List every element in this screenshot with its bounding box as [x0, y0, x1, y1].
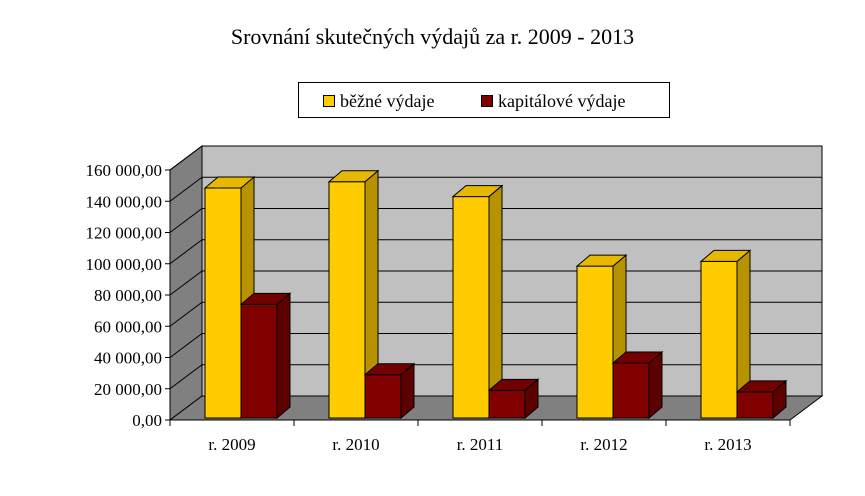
- bar-kapitalove-top: [735, 380, 788, 393]
- x-tick-label: r. 2012: [580, 435, 627, 454]
- y-tick-label: 20 000,00: [94, 380, 162, 399]
- legend-swatch-bezne: [323, 95, 335, 107]
- legend-label-kapitalove: kapitálové výdaje: [498, 90, 626, 111]
- y-tick-label: 40 000,00: [94, 349, 162, 368]
- gridline: [169, 239, 822, 265]
- x-tick-label: r. 2010: [332, 435, 379, 454]
- bar-kapitalove-top: [239, 292, 292, 305]
- y-tick-label: 0,00: [132, 411, 162, 430]
- gridline: [169, 176, 822, 202]
- x-tick-label: r. 2009: [208, 435, 255, 454]
- y-tick-label: 160 000,00: [86, 161, 163, 180]
- bar-kapitalove-top: [487, 378, 540, 391]
- bar-bezne-front: [700, 260, 738, 419]
- bar-kapitalove-front: [488, 389, 526, 419]
- y-tick-label: 80 000,00: [94, 286, 162, 305]
- bar-bezne-top: [327, 170, 380, 183]
- bar-kapitalove-front: [612, 362, 650, 419]
- bar-bezne-top: [699, 249, 752, 262]
- bar-bezne-front: [204, 187, 242, 419]
- bar-kapitalove-side: [276, 292, 291, 420]
- y-tick-label: 120 000,00: [86, 224, 163, 243]
- x-tick-label: r. 2013: [704, 435, 751, 454]
- bar-bezne-front: [576, 265, 614, 419]
- bar-bezne-top: [203, 176, 256, 189]
- x-tick-label: r. 2011: [457, 435, 504, 454]
- bar-kapitalove-top: [363, 363, 416, 376]
- bar-bezne-front: [328, 181, 366, 419]
- bar-kapitalove-front: [240, 303, 278, 419]
- legend-label-bezne: běžné výdaje: [340, 90, 435, 111]
- legend-swatch-kapitalove: [481, 95, 493, 107]
- bar-bezne-front: [452, 196, 490, 419]
- legend-item-kapitalove: kapitálové výdaje: [481, 91, 625, 111]
- bar-bezne-top: [451, 185, 504, 198]
- legend: běžné výdaje kapitálové výdaje: [298, 82, 670, 118]
- bar-kapitalove-front: [364, 374, 402, 419]
- gridline: [169, 145, 822, 171]
- bar-bezne-top: [575, 254, 628, 267]
- legend-item-bezne: běžné výdaje: [323, 91, 434, 111]
- y-tick-label: 100 000,00: [86, 255, 163, 274]
- gridline: [169, 208, 822, 233]
- y-tick-label: 60 000,00: [94, 317, 162, 336]
- y-tick-label: 140 000,00: [86, 192, 163, 211]
- chart-title: Srovnání skutečných výdajů za r. 2009 - …: [230, 24, 635, 49]
- bar-kapitalove-front: [736, 391, 774, 419]
- bar-kapitalove-top: [611, 351, 664, 364]
